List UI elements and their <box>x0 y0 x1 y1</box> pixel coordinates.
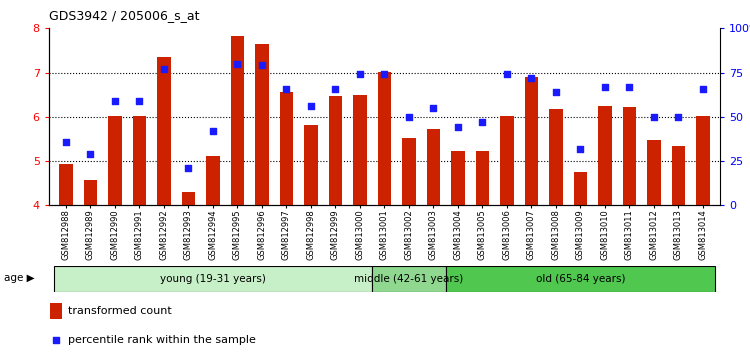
Bar <box>476 152 489 205</box>
Point <box>623 84 635 90</box>
Bar <box>353 95 367 205</box>
Text: age ▶: age ▶ <box>4 273 34 283</box>
Point <box>574 146 586 152</box>
Bar <box>108 116 122 205</box>
Point <box>109 98 121 104</box>
Point <box>598 84 610 90</box>
Bar <box>500 116 514 205</box>
Point <box>427 105 439 111</box>
Text: GDS3942 / 205006_s_at: GDS3942 / 205006_s_at <box>49 9 200 22</box>
Bar <box>372 266 446 292</box>
Point <box>256 63 268 68</box>
Point <box>354 72 366 77</box>
Point <box>448 194 460 200</box>
Point <box>329 86 341 91</box>
Point <box>134 98 146 104</box>
Text: percentile rank within the sample: percentile rank within the sample <box>68 335 256 345</box>
Bar <box>647 140 661 205</box>
Point <box>648 114 660 120</box>
Bar <box>328 96 342 205</box>
Bar <box>255 44 268 205</box>
Text: young (19-31 years): young (19-31 years) <box>160 274 266 284</box>
Point <box>305 103 317 109</box>
Bar <box>84 180 98 205</box>
Text: old (65-84 years): old (65-84 years) <box>536 274 625 284</box>
Point <box>60 139 72 144</box>
Bar <box>50 303 62 319</box>
Point <box>280 86 292 91</box>
Point <box>182 165 194 171</box>
Bar <box>231 36 244 205</box>
Point <box>232 61 244 67</box>
Point <box>697 86 709 91</box>
Bar <box>574 172 587 205</box>
Point <box>85 151 97 157</box>
Bar <box>304 125 317 205</box>
Text: middle (42-61 years): middle (42-61 years) <box>354 274 464 284</box>
Bar <box>59 164 73 205</box>
Point <box>525 75 537 81</box>
Bar <box>427 129 440 205</box>
Bar <box>525 77 538 205</box>
Bar <box>402 138 416 205</box>
Bar <box>206 156 220 205</box>
Bar <box>446 266 715 292</box>
Bar <box>622 107 636 205</box>
Bar <box>133 116 146 205</box>
Bar <box>54 266 372 292</box>
Bar <box>280 92 293 205</box>
Bar <box>452 152 464 205</box>
Bar <box>598 106 611 205</box>
Point <box>476 119 488 125</box>
Point <box>158 66 170 72</box>
Point <box>379 72 391 77</box>
Text: transformed count: transformed count <box>68 306 172 316</box>
Point <box>550 89 562 95</box>
Bar <box>696 116 709 205</box>
Point <box>207 128 219 134</box>
Bar <box>182 192 195 205</box>
Point <box>501 72 513 77</box>
Bar <box>549 109 562 205</box>
Point <box>452 125 464 130</box>
Bar <box>158 57 171 205</box>
Point <box>672 114 684 120</box>
Bar <box>378 72 391 205</box>
Bar <box>671 145 685 205</box>
Point <box>403 114 415 120</box>
